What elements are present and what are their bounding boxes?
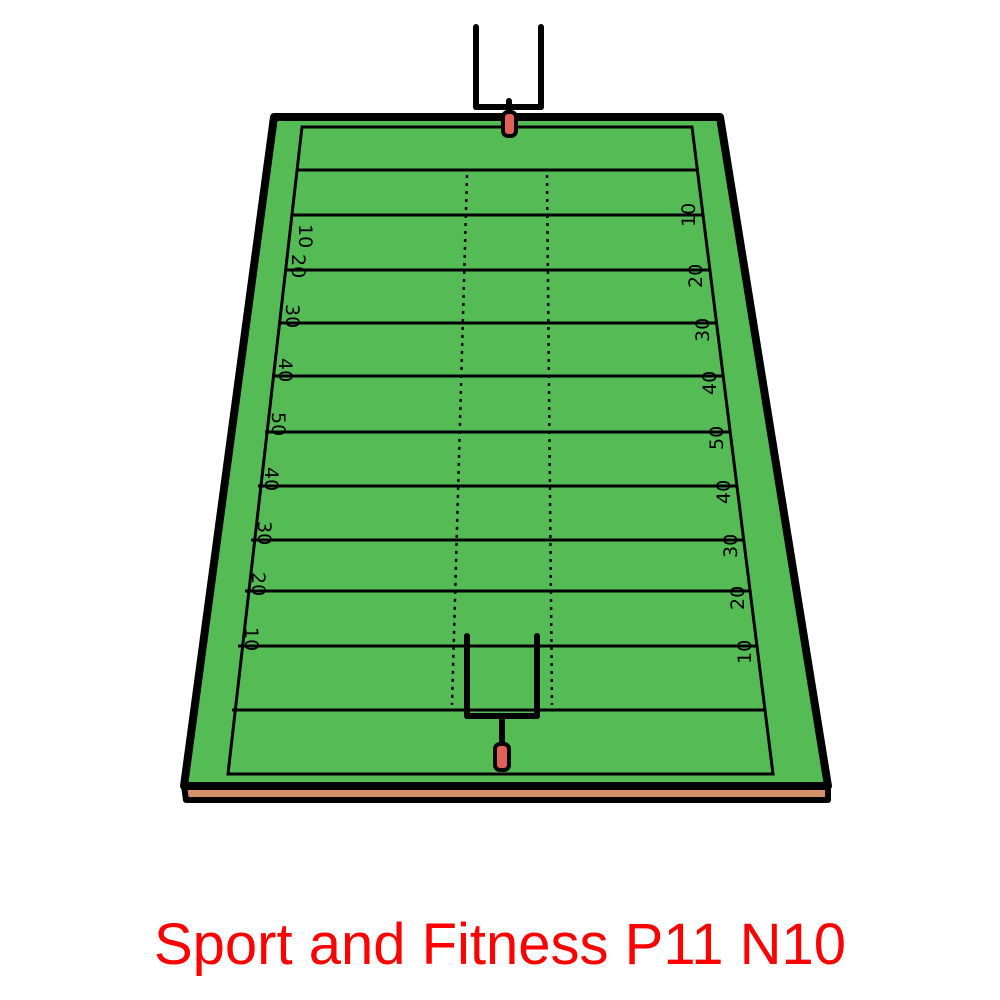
yard-number: 30 xyxy=(281,304,303,328)
goalpost-base-near xyxy=(493,742,511,772)
yard-number: 20 xyxy=(287,254,309,278)
goalpost-far xyxy=(473,24,544,117)
yard-numbers-left: 10 20 30 40 50 40 30 20 10 xyxy=(240,224,316,651)
yard-number: 50 xyxy=(267,412,289,436)
goalpost-base-far xyxy=(501,110,518,138)
yard-number: 20 xyxy=(685,264,707,288)
yard-number: 10 xyxy=(240,627,262,651)
yard-number: 30 xyxy=(253,521,275,545)
yard-number: 10 xyxy=(294,224,316,248)
goalpost-near xyxy=(464,633,540,749)
yard-number: 30 xyxy=(720,534,742,558)
hash-lines xyxy=(450,174,554,706)
field-turf xyxy=(180,113,832,790)
caption-text: Sport and Fitness P11 N10 xyxy=(153,912,847,977)
hash-line-right xyxy=(545,174,554,706)
field-boundary xyxy=(226,125,775,776)
yard-number: 10 xyxy=(678,203,700,227)
yard-number: 40 xyxy=(260,467,282,491)
yard-number: 20 xyxy=(727,586,749,610)
yard-number: 50 xyxy=(706,426,728,450)
yard-number: 40 xyxy=(713,480,735,504)
yard-number: 40 xyxy=(699,371,721,395)
yard-numbers-right: 10 20 30 40 50 40 30 20 10 xyxy=(678,203,756,664)
yard-number: 10 xyxy=(734,640,756,664)
hash-line-left xyxy=(450,174,469,706)
yard-number: 40 xyxy=(274,358,296,382)
yard-number: 20 xyxy=(247,572,269,596)
yard-number: 30 xyxy=(692,318,714,342)
yard-lines xyxy=(232,168,765,712)
